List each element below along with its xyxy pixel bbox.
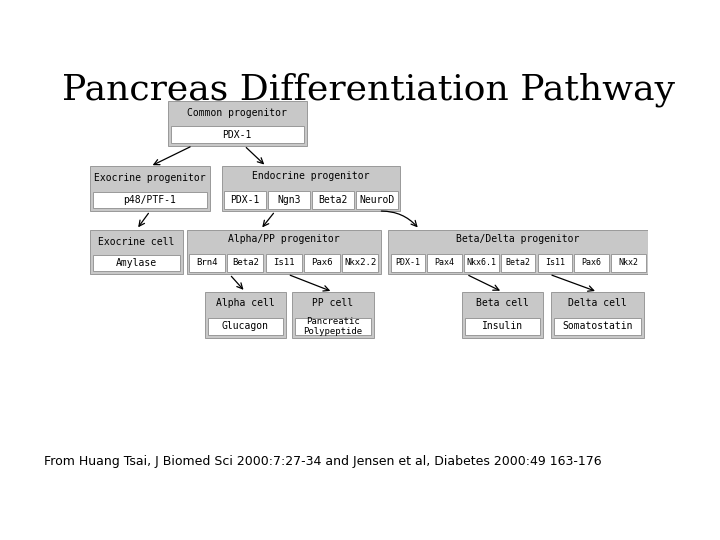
Text: Insulin: Insulin bbox=[482, 321, 523, 332]
FancyBboxPatch shape bbox=[312, 191, 354, 209]
FancyBboxPatch shape bbox=[187, 230, 381, 274]
FancyBboxPatch shape bbox=[575, 254, 609, 272]
Text: Exocrine progenitor: Exocrine progenitor bbox=[94, 173, 206, 184]
FancyBboxPatch shape bbox=[342, 254, 378, 272]
Text: Endocrine progenitor: Endocrine progenitor bbox=[252, 171, 369, 181]
FancyBboxPatch shape bbox=[168, 101, 307, 146]
FancyBboxPatch shape bbox=[554, 318, 641, 335]
Text: NeuroD: NeuroD bbox=[359, 195, 395, 205]
Text: Nkx2.2: Nkx2.2 bbox=[344, 259, 377, 267]
FancyBboxPatch shape bbox=[292, 292, 374, 338]
Text: Delta cell: Delta cell bbox=[568, 299, 627, 308]
Text: Brn4: Brn4 bbox=[197, 259, 218, 267]
Text: PDX-1: PDX-1 bbox=[222, 130, 252, 139]
Text: PP cell: PP cell bbox=[312, 299, 354, 308]
FancyBboxPatch shape bbox=[551, 292, 644, 338]
Text: Nkx2: Nkx2 bbox=[618, 259, 639, 267]
FancyBboxPatch shape bbox=[356, 191, 397, 209]
Text: Alpha/PP progenitor: Alpha/PP progenitor bbox=[228, 234, 340, 245]
FancyBboxPatch shape bbox=[93, 192, 207, 208]
Text: Pancreas Differentiation Pathway: Pancreas Differentiation Pathway bbox=[63, 72, 675, 107]
Text: Pax6: Pax6 bbox=[582, 259, 602, 267]
FancyBboxPatch shape bbox=[228, 254, 264, 272]
Text: Pax4: Pax4 bbox=[435, 259, 454, 267]
Text: Ngn3: Ngn3 bbox=[277, 195, 301, 205]
Text: Beta2: Beta2 bbox=[505, 259, 531, 267]
FancyBboxPatch shape bbox=[266, 254, 302, 272]
Text: Amylase: Amylase bbox=[116, 258, 157, 268]
Text: p48/PTF-1: p48/PTF-1 bbox=[124, 195, 176, 205]
FancyBboxPatch shape bbox=[462, 292, 544, 338]
Text: Glucagon: Glucagon bbox=[222, 321, 269, 332]
Text: Nkx6.1: Nkx6.1 bbox=[467, 259, 496, 267]
FancyBboxPatch shape bbox=[465, 318, 540, 335]
FancyBboxPatch shape bbox=[268, 191, 310, 209]
FancyBboxPatch shape bbox=[388, 230, 648, 274]
Text: PDX-1: PDX-1 bbox=[395, 259, 420, 267]
Text: From Huang Tsai, J Biomed Sci 2000:7:27-34 and Jensen et al, Diabetes 2000:49 16: From Huang Tsai, J Biomed Sci 2000:7:27-… bbox=[44, 455, 601, 468]
FancyBboxPatch shape bbox=[224, 191, 266, 209]
FancyBboxPatch shape bbox=[538, 254, 572, 272]
FancyBboxPatch shape bbox=[428, 254, 462, 272]
Text: Alpha cell: Alpha cell bbox=[216, 299, 275, 308]
FancyBboxPatch shape bbox=[464, 254, 499, 272]
FancyBboxPatch shape bbox=[93, 255, 180, 271]
Text: Somatostatin: Somatostatin bbox=[562, 321, 633, 332]
FancyBboxPatch shape bbox=[208, 318, 283, 335]
Text: Exocrine cell: Exocrine cell bbox=[99, 237, 175, 247]
FancyBboxPatch shape bbox=[90, 230, 183, 274]
Text: Common progenitor: Common progenitor bbox=[187, 108, 287, 118]
FancyBboxPatch shape bbox=[222, 166, 400, 211]
FancyBboxPatch shape bbox=[611, 254, 646, 272]
Text: Is11: Is11 bbox=[545, 259, 565, 267]
FancyBboxPatch shape bbox=[204, 292, 286, 338]
Text: Beta/Delta progenitor: Beta/Delta progenitor bbox=[456, 234, 580, 245]
FancyBboxPatch shape bbox=[304, 254, 340, 272]
Text: Beta cell: Beta cell bbox=[476, 299, 529, 308]
Text: Pax6: Pax6 bbox=[311, 259, 333, 267]
FancyBboxPatch shape bbox=[90, 166, 210, 211]
Text: PDX-1: PDX-1 bbox=[230, 195, 260, 205]
FancyBboxPatch shape bbox=[501, 254, 536, 272]
Text: Pancreatic
Polypeptide: Pancreatic Polypeptide bbox=[303, 316, 363, 336]
Text: Beta2: Beta2 bbox=[318, 195, 348, 205]
FancyBboxPatch shape bbox=[391, 254, 425, 272]
Text: Beta2: Beta2 bbox=[232, 259, 259, 267]
Text: Is11: Is11 bbox=[273, 259, 294, 267]
FancyBboxPatch shape bbox=[189, 254, 225, 272]
FancyBboxPatch shape bbox=[295, 318, 371, 335]
FancyBboxPatch shape bbox=[171, 126, 304, 143]
